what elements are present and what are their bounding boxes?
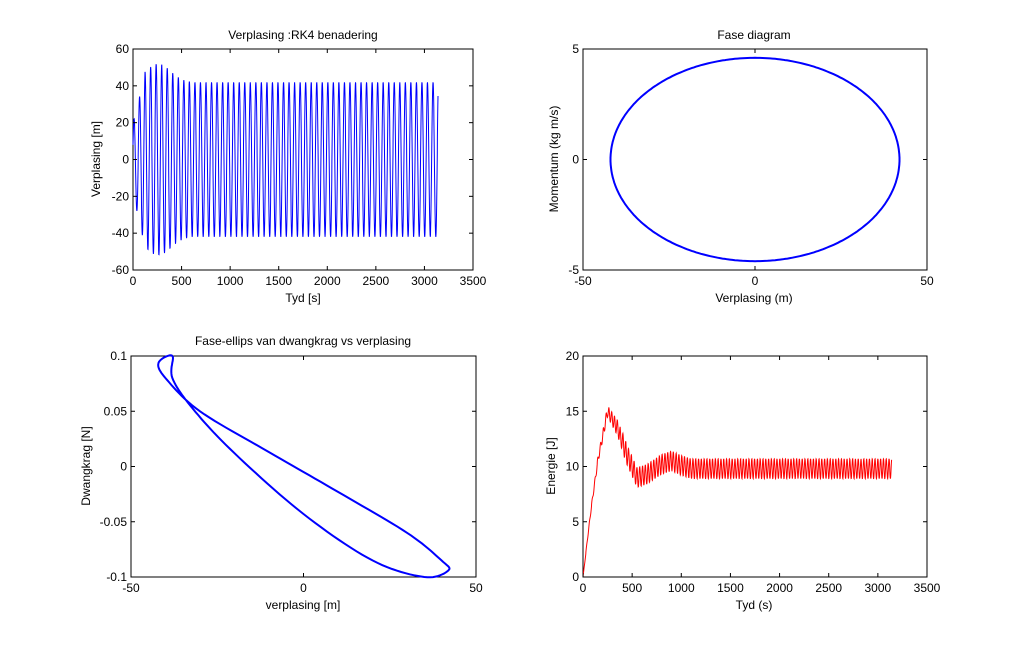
ax2-title: Fase-ellips van dwangkrag vs verplasing	[195, 334, 411, 348]
ax2-xtick-label-1: 0	[300, 581, 307, 595]
ax3-ylabel: Energie [J]	[544, 437, 558, 494]
ax3-xtick-label-6: 3000	[865, 581, 892, 595]
ax3-xlabel: Tyd (s)	[736, 598, 773, 612]
ax0-xtick-label-2: 1000	[217, 274, 244, 288]
ax0-ytick-label-3: 0	[122, 153, 129, 167]
ax2-frame	[130, 355, 477, 578]
ax3-series-line-0	[582, 407, 893, 578]
ax2-ylabel: Dwangkrag [N]	[79, 426, 93, 505]
ax1-title: Fase diagram	[717, 28, 790, 42]
subplot-force-ellipse: Fase-ellips van dwangkrag vs verplasing …	[79, 334, 483, 612]
ax2-xlabel: verplasing [m]	[266, 598, 341, 612]
ax2-xtick-label-0: -50	[122, 581, 140, 595]
ax2-series-line-0	[157, 354, 451, 579]
ax1-xlabel: Verplasing (m)	[715, 291, 792, 305]
ax1-ytick-label-1: 0	[572, 153, 579, 167]
ax0-xlabel: Tyd [s]	[285, 291, 320, 305]
ax2-ytick-label-4: 0.1	[110, 349, 127, 363]
ax2-xtick-label-2: 50	[469, 581, 483, 595]
ax3-ytick-label-1: 5	[572, 515, 579, 529]
ax2-ytick-label-3: 0.05	[104, 404, 128, 418]
ax0-xtick-label-6: 3000	[411, 274, 438, 288]
ax0-ytick-label-5: 40	[116, 79, 130, 93]
ax1-frame	[582, 48, 928, 271]
ax3-xtick-label-2: 1000	[668, 581, 695, 595]
ax1-ytick-label-0: -5	[568, 263, 579, 277]
subplot-displacement: Verplasing :RK4 benadering Tyd [s] Verpl…	[89, 28, 487, 305]
ax0-ytick-label-1: -40	[112, 226, 130, 240]
ax0-xtick-label-3: 1500	[265, 274, 292, 288]
ax3-ytick-label-4: 20	[566, 349, 580, 363]
ax2-ytick-label-2: 0	[120, 460, 127, 474]
ax0-xtick-label-4: 2000	[314, 274, 341, 288]
ax3-xtick-label-3: 1500	[717, 581, 744, 595]
ax0-xtick-label-1: 500	[172, 274, 192, 288]
ax1-xtick-label-1: 0	[752, 274, 759, 288]
ax3-xtick-label-0: 0	[580, 581, 587, 595]
ax1-xtick-label-0: -50	[574, 274, 592, 288]
ax3-ytick-label-2: 10	[566, 460, 580, 474]
ax0-xtick-label-7: 3500	[460, 274, 487, 288]
ax1-ytick-label-2: 5	[572, 42, 579, 56]
subplot-phase-diagram: Fase diagram Verplasing (m) Momentum (kg…	[547, 28, 934, 305]
ax3-xtick-label-5: 2500	[815, 581, 842, 595]
ax3-ytick-label-0: 0	[572, 570, 579, 584]
ax0-series-line-0	[132, 64, 439, 256]
ax0-ylabel: Verplasing [m]	[89, 121, 103, 197]
ax2-ytick-label-0: -0.1	[106, 570, 127, 584]
ax3-xtick-label-4: 2000	[766, 581, 793, 595]
ax0-ytick-label-6: 60	[116, 42, 130, 56]
ax0-title: Verplasing :RK4 benadering	[228, 28, 377, 42]
ax3-xtick-label-1: 500	[622, 581, 642, 595]
ax0-xtick-label-0: 0	[130, 274, 137, 288]
ax0-ytick-label-0: -60	[112, 263, 130, 277]
ax0-ytick-label-4: 20	[116, 116, 130, 130]
ax1-ylabel: Momentum (kg m/s)	[547, 106, 561, 213]
ax0-xtick-label-5: 2500	[363, 274, 390, 288]
ax3-xtick-label-7: 3500	[914, 581, 941, 595]
subplot-energy: Tyd (s) Energie [J] 0 500 1000 1500 2000 2500…	[544, 349, 941, 612]
ax2-ytick-label-1: -0.05	[100, 515, 128, 529]
ax0-ytick-label-2: -20	[112, 189, 130, 203]
ax3-ytick-label-3: 15	[566, 404, 580, 418]
ax1-xtick-label-2: 50	[920, 274, 934, 288]
ax1-series-line-0	[609, 56, 901, 263]
